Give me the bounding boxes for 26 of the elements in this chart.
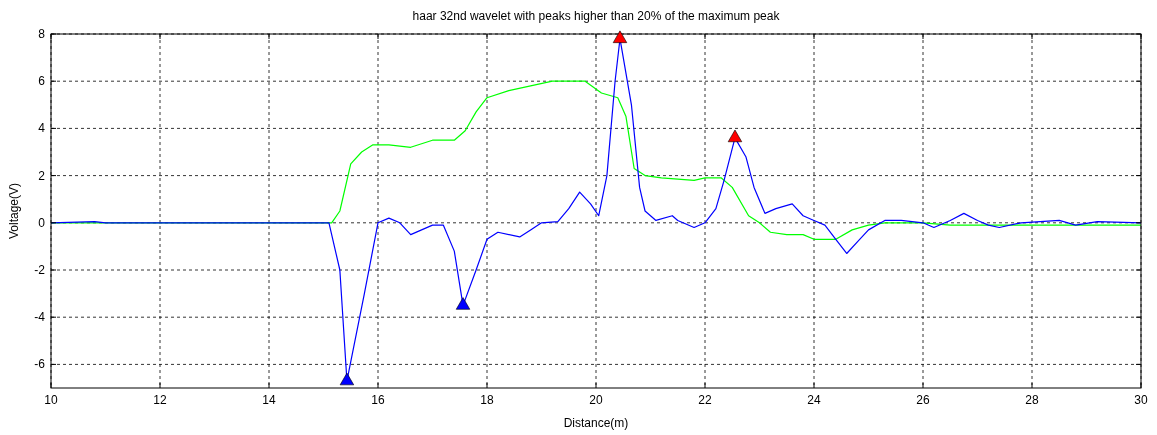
x-tick-label: 30 (1134, 393, 1148, 407)
x-tick-label: 14 (262, 393, 276, 407)
y-tick-label: -4 (34, 310, 46, 325)
x-tick-label: 26 (916, 393, 930, 407)
x-tick-label: 18 (480, 393, 494, 407)
x-tick-label: 12 (153, 393, 167, 407)
point (612, 30, 628, 43)
x-tick-label: 20 (589, 393, 603, 407)
x-tick-label: 22 (698, 393, 712, 407)
point (455, 297, 471, 310)
x-axis-title: Distance(m) (563, 416, 629, 430)
y-tick-label: 4 (38, 121, 46, 136)
point (339, 372, 355, 386)
y-tick-label: 0 (38, 215, 46, 230)
y-tick-label: 8 (38, 27, 46, 41)
x-tick-label: 28 (1025, 393, 1039, 407)
y-tick-label: -6 (34, 357, 46, 372)
y-tick-label: -2 (34, 263, 46, 277)
point (727, 129, 743, 143)
x-tick-label: 10 (44, 393, 58, 407)
y-tick-label: 2 (38, 168, 46, 183)
x-tick-label: 24 (807, 393, 821, 407)
chart-title: haar 32nd wavelet with peaks higher than 20% of the maximum peak (412, 9, 781, 23)
x-tick-label: 16 (371, 393, 385, 407)
y-tick-label: 6 (38, 74, 46, 89)
y-axis-title: Voltage(V) (7, 182, 21, 240)
